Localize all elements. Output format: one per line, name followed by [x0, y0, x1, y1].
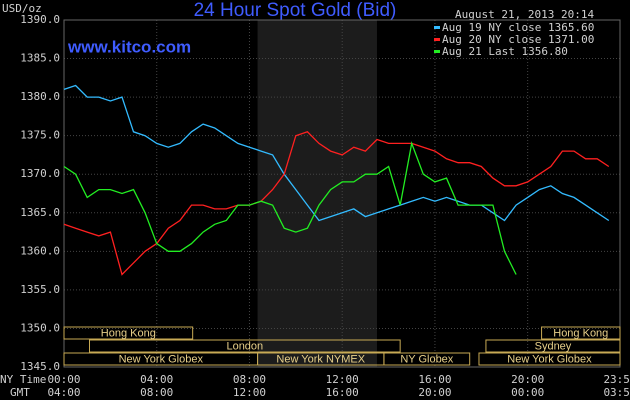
- gmt-tick-label: 12:00: [233, 386, 266, 399]
- market-label: New York Globex: [507, 353, 592, 365]
- market-session: [485, 339, 621, 353]
- x-axis-label: NY Time: [0, 373, 46, 386]
- x-tick-label: 23:59: [603, 373, 630, 386]
- x-tick-label: 16:00: [418, 373, 451, 386]
- market-label: Hong Kong: [101, 327, 156, 339]
- plot-frame: [63, 19, 621, 368]
- y-tick-label: 1360.0: [20, 244, 60, 257]
- y-tick-label: 1380.0: [20, 90, 60, 103]
- legend-marker: [434, 26, 440, 29]
- market-session: [63, 326, 194, 340]
- chart-title: 24 Hour Spot Gold (Bid): [194, 0, 397, 21]
- y-tick-label: 1370.0: [20, 167, 60, 180]
- gmt-tick-label: 00:00: [511, 386, 544, 399]
- legend-entry: Aug 19 NY close 1365.60: [442, 21, 594, 34]
- gmt-tick-label: 08:00: [140, 386, 173, 399]
- x-tick-label: 04:00: [140, 373, 173, 386]
- series-line: [63, 131, 610, 276]
- legend-entry: Aug 21 Last 1356.80: [442, 45, 568, 58]
- watermark: www.kitco.com: [67, 37, 191, 56]
- gmt-tick-label: 03:59: [603, 386, 630, 399]
- market-session: [89, 339, 401, 353]
- market-label: New York Globex: [119, 353, 204, 365]
- y-tick-label: 1355.0: [20, 283, 60, 296]
- y-tick-label: 1345.0: [20, 360, 60, 373]
- y-tick-label: 1375.0: [20, 129, 60, 142]
- shaded-session: [257, 20, 377, 367]
- x-tick-label: 12:00: [326, 373, 359, 386]
- y-tick-label: 1390.0: [20, 13, 60, 26]
- gmt-tick-label: 16:00: [326, 386, 359, 399]
- legend-marker: [434, 38, 440, 41]
- gmt-tick-label: 20:00: [418, 386, 451, 399]
- y-axis-label: USD/oz: [2, 2, 42, 15]
- market-session: [541, 326, 621, 340]
- legend-entry: Aug 20 NY close 1371.00: [442, 33, 594, 46]
- legend-marker: [434, 50, 440, 53]
- market-session: [383, 352, 471, 366]
- y-tick-label: 1365.0: [20, 206, 60, 219]
- market-session: [478, 352, 621, 366]
- y-tick-label: 1385.0: [20, 52, 60, 65]
- x2-axis-label: GMT: [10, 386, 30, 399]
- gmt-tick-label: 04:00: [47, 386, 80, 399]
- series-line: [63, 140, 517, 275]
- y-tick-label: 1350.0: [20, 321, 60, 334]
- timestamp: August 21, 2013 20:14: [455, 8, 594, 21]
- market-label: London: [226, 340, 263, 352]
- market-label: Hong Kong: [553, 327, 608, 339]
- x-tick-label: 08:00: [233, 373, 266, 386]
- market-label: NY Globex: [400, 353, 453, 365]
- x-tick-label: 20:00: [511, 373, 544, 386]
- market-label: New York NYMEX: [276, 353, 365, 365]
- x-tick-label: 00:00: [47, 373, 80, 386]
- market-label: Sydney: [535, 340, 572, 352]
- series-line: [63, 84, 610, 222]
